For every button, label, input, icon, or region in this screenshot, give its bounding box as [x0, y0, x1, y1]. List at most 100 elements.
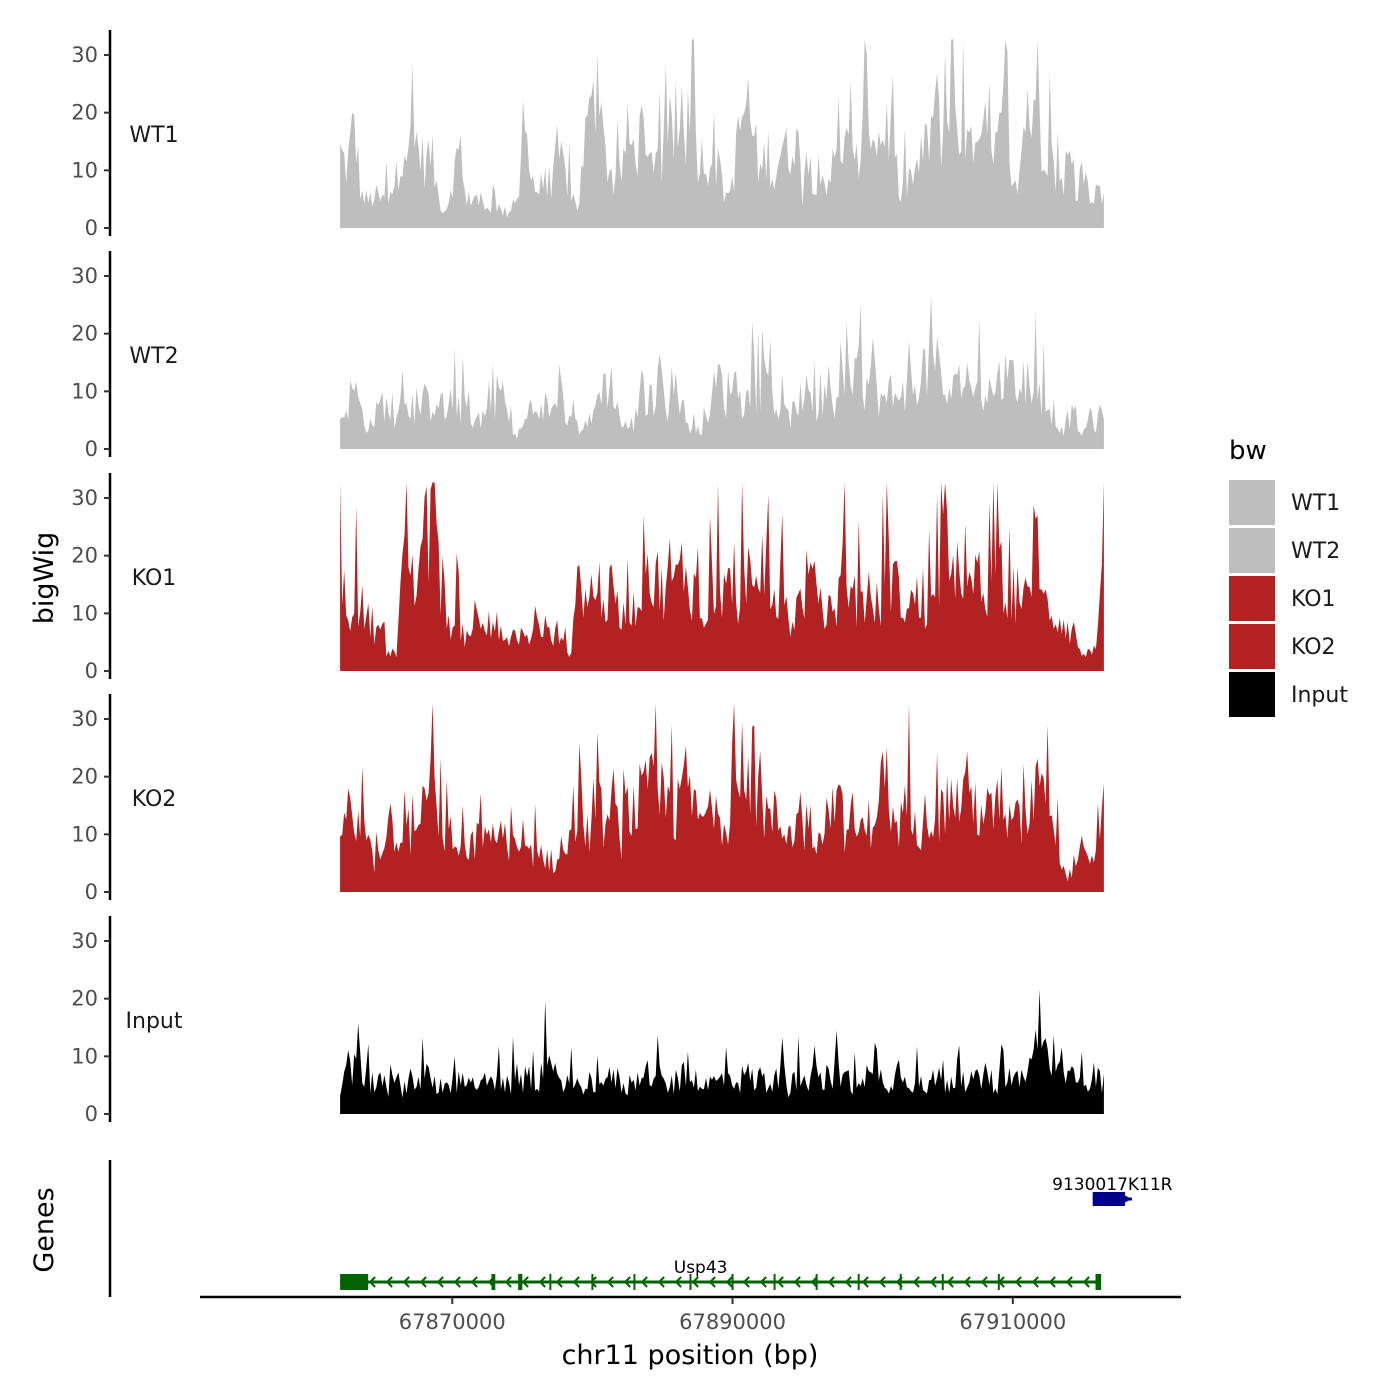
strand-arrow [793, 1276, 801, 1288]
y-tick-label: 20 [71, 544, 98, 568]
legend: bw WT1 WT2 KO1 KO2 Input [1229, 436, 1348, 717]
legend-item-wt2: WT2 [1229, 528, 1340, 573]
strand-arrow [708, 1276, 716, 1288]
y-tick-label: 20 [71, 765, 98, 789]
legend-swatch [1229, 480, 1275, 525]
strand-arrow [572, 1276, 580, 1288]
strand-arrow [623, 1276, 631, 1288]
strand-arrow [453, 1276, 461, 1288]
exon-block [1095, 1274, 1102, 1290]
strand-arrow [691, 1276, 699, 1288]
strand-arrow [1082, 1276, 1090, 1288]
signal-area-input [340, 989, 1104, 1114]
gene-label: 9130017K11R [1052, 1175, 1172, 1195]
signal-area-ko1 [340, 482, 1104, 671]
track-ko1: 0 10 20 30 KO1 [71, 473, 1104, 683]
legend-swatch [1229, 576, 1275, 621]
y-tick-label: 10 [71, 379, 98, 403]
y-tick-label: 30 [71, 43, 98, 67]
strand-arrow [504, 1276, 512, 1288]
gene-label: Usp43 [674, 1258, 728, 1278]
track-label-wt2: WT2 [129, 344, 178, 369]
exon-block [1092, 1192, 1125, 1206]
strand-arrow [827, 1276, 835, 1288]
x-tick-label: 67910000 [959, 1310, 1066, 1334]
gene-usp43: Usp43 [340, 1258, 1102, 1290]
track-label-ko1: KO1 [132, 566, 177, 591]
track-label-ko2: KO2 [132, 787, 177, 812]
strand-arrow [742, 1276, 750, 1288]
track-ko2: 0 10 20 30 KO2 [71, 694, 1104, 904]
y-axis-title: bigWig [29, 532, 60, 625]
strand-arrow [419, 1276, 427, 1288]
legend-swatch [1229, 672, 1275, 717]
exon-block [340, 1274, 369, 1290]
track-label-wt1: WT1 [129, 123, 178, 148]
strand-arrow [946, 1276, 954, 1288]
strand-arrow [1031, 1276, 1039, 1288]
legend-label: Input [1291, 683, 1348, 708]
signal-area-ko2 [340, 703, 1104, 892]
strand-arrow [759, 1276, 767, 1288]
strand-arrow [555, 1276, 563, 1288]
strand-arrow [436, 1276, 444, 1288]
genes-axis-title: Genes [29, 1187, 60, 1272]
y-tick-label: 20 [71, 101, 98, 125]
signal-area-wt1 [340, 39, 1104, 229]
strand-arrow [402, 1276, 410, 1288]
legend-label: KO1 [1291, 587, 1336, 612]
strand-arrow [912, 1276, 920, 1288]
y-tick-label: 30 [71, 707, 98, 731]
signal-area-wt2 [340, 295, 1104, 449]
strand-arrow [589, 1276, 597, 1288]
legend-swatch [1229, 624, 1275, 669]
exon-block [491, 1274, 495, 1290]
genes-layer: Usp43 9130017K11R [108, 1160, 1173, 1297]
strand-head [1117, 1192, 1132, 1206]
strand-arrow [470, 1276, 478, 1288]
strand-arrow [657, 1276, 665, 1288]
y-tick-label: 10 [71, 601, 98, 625]
strand-arrow [1014, 1276, 1022, 1288]
y-tick-label: 10 [71, 158, 98, 182]
y-tick-label: 0 [85, 880, 98, 904]
strand-arrow [640, 1276, 648, 1288]
gene-9130017k11r: 9130017K11R [1052, 1175, 1173, 1206]
y-tick-label: 10 [71, 1044, 98, 1068]
strand-arrow [878, 1276, 886, 1288]
y-tick-label: 30 [71, 264, 98, 288]
track-input: 0 10 20 30 Input [71, 916, 1104, 1126]
track-wt1: 0 10 20 30 WT1 [71, 30, 1104, 240]
legend-swatch [1229, 528, 1275, 573]
y-tick-label: 0 [85, 1102, 98, 1126]
x-tick-label: 67870000 [399, 1310, 506, 1334]
strand-arrow [929, 1276, 937, 1288]
legend-item-wt1: WT1 [1229, 480, 1340, 525]
legend-item-ko1: KO1 [1229, 576, 1336, 621]
strand-arrow [385, 1276, 393, 1288]
y-tick-label: 30 [71, 486, 98, 510]
strand-arrow [674, 1276, 682, 1288]
strand-arrow [1048, 1276, 1056, 1288]
exon-block [518, 1274, 523, 1290]
y-tick-label: 10 [71, 822, 98, 846]
strand-arrow [810, 1276, 818, 1288]
strand-arrow [606, 1276, 614, 1288]
strand-arrow [538, 1276, 546, 1288]
track-label-input: Input [126, 1009, 183, 1034]
strand-arrow [980, 1276, 988, 1288]
strand-arrow [368, 1276, 376, 1288]
y-tick-label: 0 [85, 216, 98, 240]
x-axis-title: chr11 position (bp) [562, 1340, 819, 1371]
legend-label: WT2 [1291, 539, 1340, 564]
x-tick-label: 67890000 [679, 1310, 786, 1334]
legend-title: bw [1229, 436, 1267, 466]
legend-item-ko2: KO2 [1229, 624, 1336, 669]
strand-arrow [963, 1276, 971, 1288]
track-wt2: 0 10 20 30 WT2 [71, 251, 1104, 461]
y-tick-label: 0 [85, 659, 98, 683]
y-tick-label: 30 [71, 929, 98, 953]
tracks-layer: 0 10 20 30 WT1 0 10 20 30 WT2 0 10 20 30 KO1 0 10 20 30 KO2… [71, 30, 1104, 1126]
strand-arrow [521, 1276, 529, 1288]
